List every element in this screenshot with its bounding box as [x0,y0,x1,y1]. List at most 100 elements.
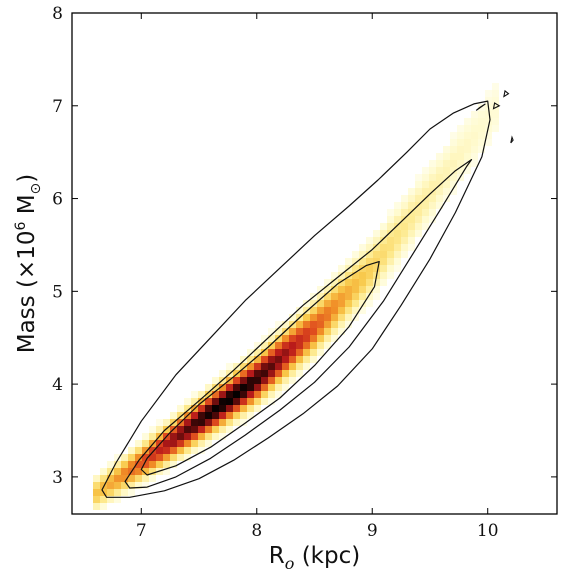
heat-cell [359,293,366,300]
heat-cell [212,391,219,398]
heat-cell [170,412,177,419]
heat-cell [408,202,415,209]
heat-cell [478,104,485,111]
heat-cell [93,489,100,496]
heat-cell [338,286,345,293]
heat-cell [275,384,282,391]
heat-cell [457,139,464,146]
heat-cell [226,391,233,398]
heat-cell [485,111,492,118]
heat-cell [380,230,387,237]
heat-cell [352,293,359,300]
heat-cell [303,356,310,363]
heat-cell [296,342,303,349]
heat-cell [331,314,338,321]
heat-cell [478,132,485,139]
heat-cell [93,475,100,482]
heat-cell [191,398,198,405]
heat-cell [93,496,100,503]
heat-cell [170,433,177,440]
heat-cell [485,139,492,146]
heat-cell [247,384,254,391]
heat-cell [240,384,247,391]
heat-cell [394,216,401,223]
heat-cell [261,342,268,349]
heat-cell [128,454,135,461]
heat-cell [247,405,254,412]
heat-cell [485,90,492,97]
heat-cell [408,230,415,237]
heat-cell [366,300,373,307]
heat-cell [387,272,394,279]
heat-cell [212,405,219,412]
heat-cell [163,440,170,447]
heat-cell [450,188,457,195]
heat-cell [457,146,464,153]
heat-cell [429,174,436,181]
heat-cell [100,475,107,482]
heat-cell [373,244,380,251]
heat-cell [478,111,485,118]
heat-cell [457,167,464,174]
heat-cell [93,503,100,510]
heat-cell [212,384,219,391]
heat-cell [387,258,394,265]
heat-cell [254,370,261,377]
heat-cell [128,475,135,482]
heat-cell [191,391,198,398]
heat-cell [296,335,303,342]
heat-cell [310,321,317,328]
heat-cell [212,426,219,433]
contour-island [510,135,514,144]
heat-cell [303,335,310,342]
heat-cell [464,118,471,125]
heat-cell [380,244,387,251]
heat-cell [401,251,408,258]
heat-cell [310,335,317,342]
heat-cell [324,342,331,349]
heat-cell [219,370,226,377]
heat-cell [135,475,142,482]
heat-cell [408,216,415,223]
heat-cell [191,447,198,454]
heat-cell [415,230,422,237]
heat-cell [429,216,436,223]
heat-cell [128,489,135,496]
heat-cell [471,132,478,139]
heat-cell [380,279,387,286]
heat-cell [114,461,121,468]
heat-cell [296,363,303,370]
heat-cell [142,433,149,440]
heat-cell [422,181,429,188]
heat-cell [310,300,317,307]
heat-cell [296,328,303,335]
heat-cell [324,279,331,286]
heat-cell [219,419,226,426]
heat-cell [107,475,114,482]
heat-cell [485,118,492,125]
heat-cell [317,293,324,300]
heat-cell [422,188,429,195]
heat-cell [289,370,296,377]
heat-cell [394,265,401,272]
heat-cell [233,412,240,419]
heat-cell [450,139,457,146]
heat-cell [338,307,345,314]
heat-cell [296,307,303,314]
heat-cell [450,174,457,181]
heat-cell [121,489,128,496]
heat-cell [261,335,268,342]
heat-cell [429,202,436,209]
heat-cell [352,258,359,265]
heat-cell [254,349,261,356]
heat-cell [331,272,338,279]
heat-cell [254,342,261,349]
heat-cell [275,321,282,328]
heat-cell [478,118,485,125]
heat-cell [401,230,408,237]
heat-cell [352,265,359,272]
heat-cell [492,90,499,97]
heat-cell [366,293,373,300]
heat-cell [163,461,170,468]
heat-cell [401,244,408,251]
